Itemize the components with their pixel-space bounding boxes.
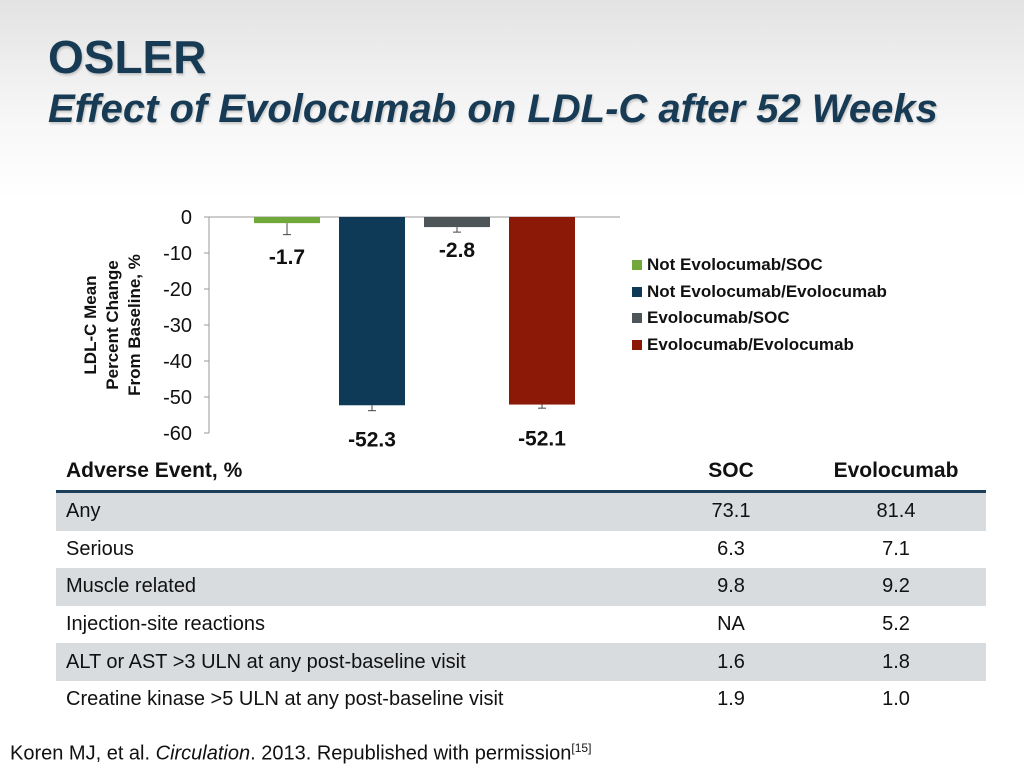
legend-item: Not Evolocumab/SOC (632, 252, 887, 279)
cell-event: Muscle related (56, 568, 656, 606)
cell-evolocumab: 5.2 (882, 613, 910, 636)
table-row: Serious 6.3 7.1 (56, 531, 986, 569)
cell-event: Any (56, 491, 656, 531)
table-header-row: Adverse Event, % SOC Evolocumab (56, 452, 986, 493)
cell-soc: NA (717, 613, 745, 636)
cell-evolocumab: 81.4 (806, 491, 986, 531)
header-adverse-event: Adverse Event, % (56, 452, 656, 493)
cell-soc: 73.1 (656, 491, 806, 531)
legend-swatch (632, 339, 642, 350)
y-tick-label: -30 (163, 315, 192, 337)
slide-subtitle: Effect of Evolocumab on LDL-C after 52 W… (48, 87, 938, 131)
cell-event: Injection-site reactions (66, 613, 265, 636)
legend-item: Not Evolocumab/Evolocumab (632, 279, 887, 306)
cell-soc: 1.6 (656, 643, 806, 681)
bar-data-label: -2.8 (439, 239, 476, 262)
cell-evolocumab: 1.0 (882, 688, 910, 711)
legend-label: Evolocumab/SOC (647, 308, 790, 328)
cell-soc: 6.3 (717, 537, 745, 560)
cell-event: ALT or AST >3 ULN at any post-baseline v… (56, 643, 656, 681)
legend-swatch (632, 286, 642, 297)
table-row: Any 73.1 81.4 (56, 491, 986, 531)
title-block: OSLER Effect of Evolocumab on LDL-C afte… (48, 30, 948, 134)
table-row: Injection-site reactions NA 5.2 (56, 606, 986, 644)
header-evolocumab: Evolocumab (806, 452, 986, 493)
bar (339, 217, 405, 406)
y-axis-label: From Baseline, % (125, 254, 144, 396)
header-soc: SOC (656, 452, 806, 493)
y-axis-label: LDL-C Mean (81, 275, 100, 374)
table-row: ALT or AST >3 ULN at any post-baseline v… (56, 643, 986, 681)
citation-authors: Koren MJ, et al. (10, 742, 156, 765)
legend-label: Evolocumab/Evolocumab (647, 334, 854, 354)
y-tick-label: -50 (163, 387, 192, 409)
bar-data-label: -52.1 (518, 428, 566, 451)
y-tick-label: -20 (163, 279, 192, 301)
y-tick-label: -60 (163, 423, 192, 445)
adverse-event-table: Adverse Event, % SOC Evolocumab Any 73.1 8… (56, 452, 986, 719)
table-row: Creatine kinase >5 ULN at any post-basel… (56, 681, 986, 719)
cell-soc: 1.9 (717, 688, 745, 711)
bar (254, 217, 320, 224)
bar (424, 217, 490, 228)
citation: Koren MJ, et al. Circulation. 2013. Repu… (10, 741, 591, 766)
cell-evolocumab: 9.2 (806, 568, 986, 606)
y-tick-label: -10 (163, 243, 192, 265)
bar-data-label: -1.7 (269, 246, 305, 269)
cell-evolocumab: 1.8 (806, 643, 986, 681)
y-axis-label: Percent Change (103, 260, 122, 389)
legend-swatch (632, 260, 642, 271)
cell-evolocumab: 7.1 (882, 537, 910, 560)
bar-data-label: -52.3 (348, 428, 396, 451)
bar-chart: 0 -10 -20 -30 -40 -50 -60 LDL-C Mean Percent Cha… (81, 207, 620, 451)
legend-swatch (632, 313, 642, 324)
legend-label: Not Evolocumab/SOC (647, 255, 823, 275)
legend-label: Not Evolocumab/Evolocumab (647, 281, 887, 301)
y-tick-label: 0 (181, 207, 192, 229)
chart-legend: Not Evolocumab/SOC Not Evolocumab/Evolocu… (632, 252, 887, 358)
y-tick-label: -40 (163, 351, 192, 373)
slide-title: OSLER (48, 31, 207, 83)
cell-event: Creatine kinase >5 ULN at any post-basel… (66, 688, 504, 711)
cell-event: Serious (66, 537, 134, 560)
citation-ref: [15] (571, 741, 592, 755)
legend-item: Evolocumab/SOC (632, 305, 887, 332)
table-row: Muscle related 9.8 9.2 (56, 568, 986, 606)
bar (509, 217, 575, 405)
cell-soc: 9.8 (656, 568, 806, 606)
citation-rest: . 2013. Republished with permission (250, 742, 572, 765)
legend-item: Evolocumab/Evolocumab (632, 332, 887, 359)
citation-journal: Circulation (155, 742, 251, 765)
